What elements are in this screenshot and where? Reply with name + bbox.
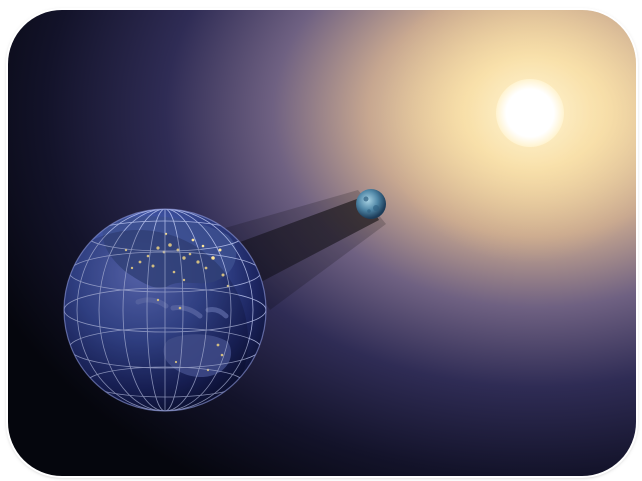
australia-landmass — [163, 334, 232, 378]
indonesia-islands — [135, 297, 229, 319]
sun — [496, 79, 564, 147]
moon — [356, 189, 386, 219]
city-lights — [124, 232, 230, 372]
moon-shadow-cone — [240, 196, 379, 282]
solar-eclipse-illustration — [8, 10, 636, 476]
image-frame — [8, 10, 636, 476]
